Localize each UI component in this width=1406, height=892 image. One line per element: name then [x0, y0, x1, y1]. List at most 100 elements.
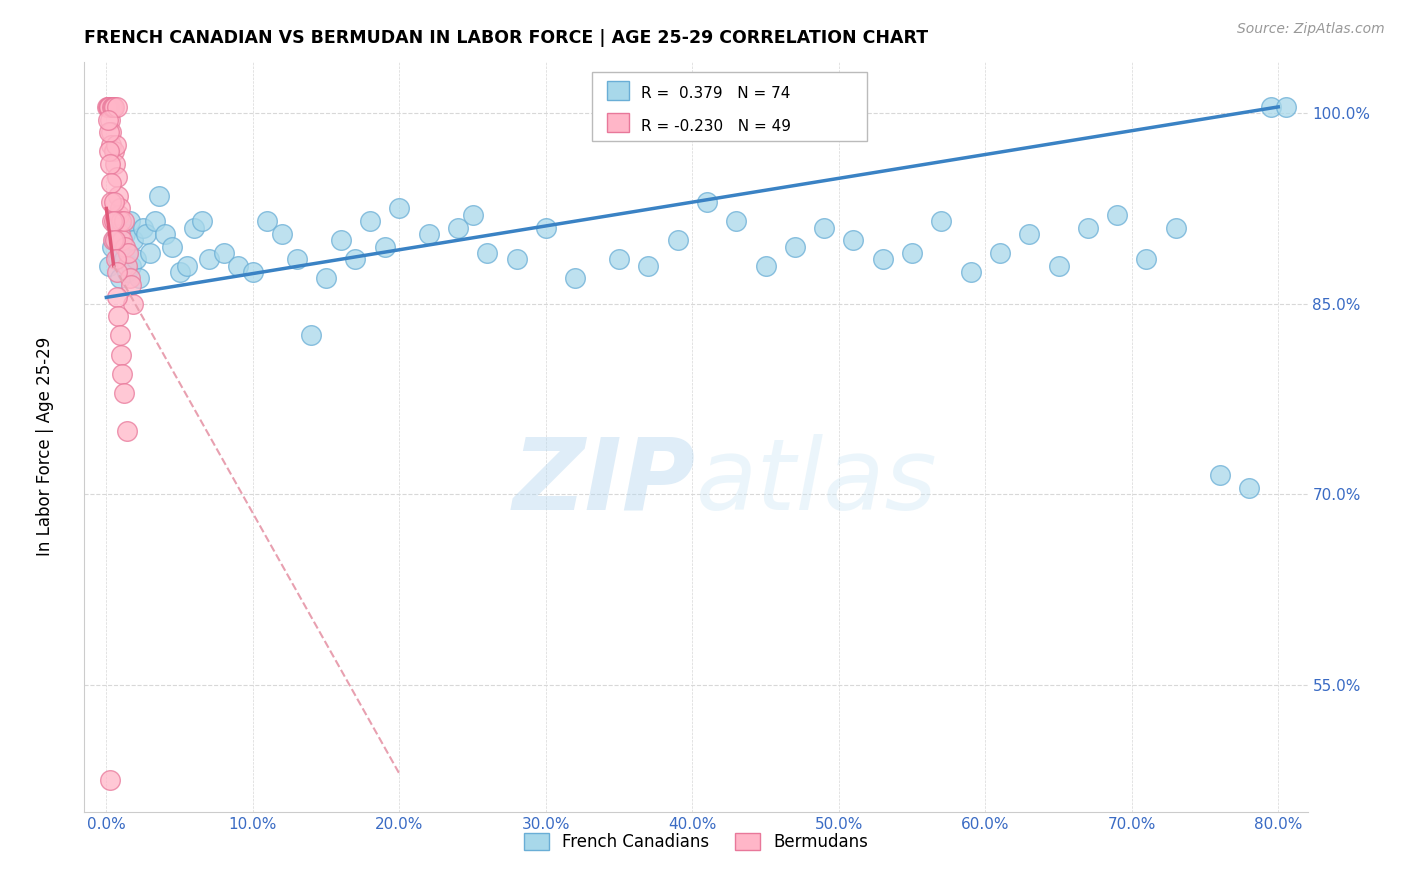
Bar	[606, 113, 628, 132]
Point	[111, 367, 134, 381]
Point	[359, 214, 381, 228]
Point	[696, 195, 718, 210]
Point	[104, 214, 127, 228]
Point	[101, 100, 124, 114]
Bar	[592, 72, 868, 141]
Point	[135, 227, 157, 241]
Point	[1107, 208, 1129, 222]
Point	[124, 252, 146, 267]
Point	[256, 214, 278, 228]
Point	[344, 252, 367, 267]
Point	[98, 157, 121, 171]
Point	[103, 100, 125, 114]
Point	[103, 195, 125, 210]
Point	[101, 233, 124, 247]
Point	[637, 259, 659, 273]
Point	[1077, 220, 1099, 235]
Point	[98, 100, 121, 114]
Point	[285, 252, 308, 267]
Point	[813, 220, 835, 235]
Point	[121, 297, 143, 311]
Text: ZIP: ZIP	[513, 434, 696, 531]
Text: In Labor Force | Age 25-29: In Labor Force | Age 25-29	[37, 336, 53, 556]
Point	[110, 233, 132, 247]
Point	[100, 176, 122, 190]
Point	[105, 100, 128, 114]
Point	[103, 233, 125, 247]
Point	[754, 259, 776, 273]
Point	[226, 259, 249, 273]
Point	[666, 233, 689, 247]
Point	[115, 424, 138, 438]
Point	[169, 265, 191, 279]
Point	[121, 233, 143, 247]
Text: FRENCH CANADIAN VS BERMUDAN IN LABOR FORCE | AGE 25-29 CORRELATION CHART: FRENCH CANADIAN VS BERMUDAN IN LABOR FOR…	[84, 29, 928, 47]
Text: Source: ZipAtlas.com: Source: ZipAtlas.com	[1237, 22, 1385, 37]
Point	[104, 157, 127, 171]
Point	[534, 220, 557, 235]
Point	[112, 385, 135, 400]
Point	[105, 169, 128, 184]
Point	[110, 202, 132, 216]
Point	[988, 246, 1011, 260]
Point	[114, 227, 136, 241]
Point	[198, 252, 221, 267]
Point	[1237, 481, 1260, 495]
Point	[105, 265, 128, 279]
Point	[271, 227, 294, 241]
Point	[1274, 100, 1296, 114]
Point	[107, 310, 129, 324]
Text: atlas: atlas	[696, 434, 938, 531]
Point	[118, 214, 141, 228]
Point	[388, 202, 411, 216]
Point	[112, 214, 135, 228]
Point	[105, 290, 128, 304]
Point	[98, 112, 121, 127]
Point	[108, 328, 131, 343]
Point	[114, 239, 136, 253]
Point	[110, 347, 132, 361]
Point	[97, 100, 120, 114]
Point	[110, 214, 132, 228]
Point	[564, 271, 586, 285]
Point	[901, 246, 924, 260]
Text: R = -0.230   N = 49: R = -0.230 N = 49	[641, 119, 792, 134]
Point	[299, 328, 322, 343]
Point	[128, 271, 150, 285]
Point	[242, 265, 264, 279]
Point	[105, 233, 128, 247]
Point	[329, 233, 352, 247]
Point	[107, 252, 129, 267]
Point	[100, 125, 122, 139]
Point	[97, 100, 120, 114]
Point	[1164, 220, 1187, 235]
Point	[120, 277, 142, 292]
Point	[100, 138, 122, 153]
Point	[118, 271, 141, 285]
Point	[115, 259, 138, 273]
Legend: French Canadians, Bermudans: French Canadians, Bermudans	[517, 826, 875, 857]
Point	[461, 208, 484, 222]
Point	[120, 259, 142, 273]
Point	[108, 227, 131, 241]
Point	[315, 271, 337, 285]
Point	[112, 252, 135, 267]
Point	[148, 188, 170, 202]
Point	[108, 271, 131, 285]
Point	[104, 252, 127, 267]
Bar	[606, 81, 628, 100]
Point	[183, 220, 205, 235]
Point	[1047, 259, 1070, 273]
Point	[103, 214, 125, 228]
Point	[132, 220, 155, 235]
Point	[101, 239, 124, 253]
Point	[162, 239, 184, 253]
Point	[98, 772, 121, 787]
Point	[872, 252, 894, 267]
Point	[1135, 252, 1157, 267]
Point	[725, 214, 748, 228]
Point	[418, 227, 440, 241]
Point	[107, 188, 129, 202]
Point	[143, 214, 166, 228]
Point	[97, 112, 120, 127]
